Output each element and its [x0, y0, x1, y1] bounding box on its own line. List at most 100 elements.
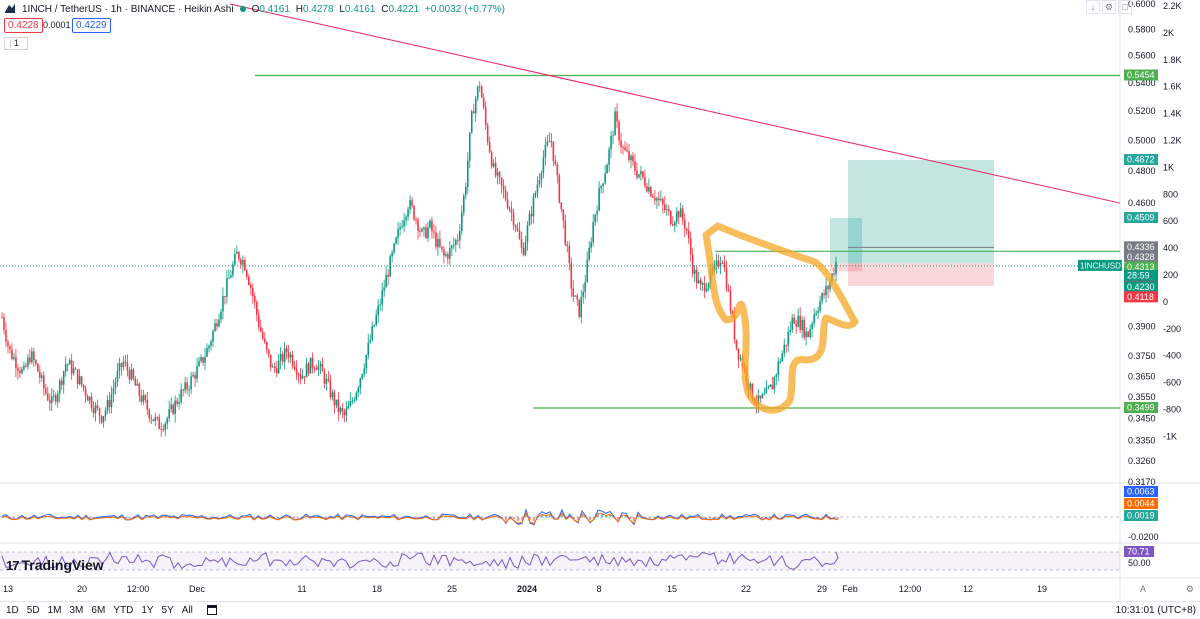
candle-body: [106, 400, 109, 411]
macd-pane: 0.0063 0.0044 0.0019 -0.0200: [0, 486, 1159, 542]
macd-histogram-bar: [709, 517, 711, 519]
range-ytd[interactable]: YTD: [113, 605, 134, 616]
candle-body: [785, 344, 788, 346]
price-tick-label: 0.3750: [1128, 351, 1156, 361]
target-zone: [830, 218, 862, 264]
price-tick-label: 0.3900: [1128, 322, 1156, 332]
range-3m[interactable]: 3M: [69, 605, 84, 616]
macd-histogram-bar: [73, 517, 75, 519]
range-1m[interactable]: 1M: [47, 605, 62, 616]
ohlc-values: O0.4161 H0.4278 L0.4161 C0.4221 +0.0032 …: [251, 3, 505, 15]
candle-body: [733, 314, 736, 340]
candle-body: [387, 274, 389, 277]
candle-body: [7, 341, 9, 347]
auto-scale-toggle[interactable]: A: [1140, 584, 1147, 594]
candle-body: [337, 399, 340, 413]
price-tick-label: 0.6000: [1128, 0, 1156, 9]
macd-histogram-bar: [397, 517, 399, 519]
candle-body: [514, 225, 517, 228]
bottom-toolbar: 1D 5D 1M 3M 6M YTD 1Y 5Y All 10:31:01 (UTC+8): [0, 601, 1200, 619]
candle-body: [371, 326, 374, 340]
market-status-dot: [239, 6, 246, 12]
price-label-text: 0.4872: [1127, 155, 1155, 165]
candle-body: [460, 212, 463, 232]
candle-body: [803, 319, 805, 338]
price-label-tag: [1124, 281, 1158, 293]
macd-histogram-bar: [25, 517, 27, 519]
volume-tick-label: -200: [1163, 324, 1181, 334]
candle-body: [331, 392, 334, 397]
candle-body: [751, 383, 754, 400]
macd-histogram-bar: [13, 517, 15, 519]
arrow-down-icon[interactable]: ↓: [1086, 0, 1100, 14]
candle-body: [263, 338, 266, 343]
candle-body: [144, 395, 147, 400]
range-5d[interactable]: 5D: [26, 605, 40, 616]
top-right-controls: ↓ ⚙ □: [1086, 0, 1132, 14]
time-tick-label: 25: [447, 584, 457, 594]
candle-body: [29, 357, 31, 363]
candle-body: [248, 276, 250, 285]
candle-body: [775, 374, 778, 377]
candle-body: [823, 293, 825, 296]
price-tick-label: 0.3550: [1128, 392, 1156, 402]
range-all[interactable]: All: [181, 605, 193, 616]
candle-body: [409, 200, 411, 210]
candle-body: [379, 304, 381, 306]
sell-price-button[interactable]: 0.4228: [4, 18, 43, 33]
candle-body: [240, 259, 242, 265]
range-1y[interactable]: 1Y: [141, 605, 154, 616]
settings-gear-icon[interactable]: ⚙: [1185, 584, 1194, 594]
candle-body: [216, 323, 218, 327]
candle-body: [393, 243, 395, 253]
candle-body: [769, 384, 772, 387]
macd-histogram-bar: [545, 515, 547, 518]
candle-body: [192, 375, 194, 377]
candle-body: [273, 366, 276, 369]
candle-body: [297, 374, 300, 376]
price-label-text: 0.4313: [1127, 262, 1155, 272]
candle-body: [122, 361, 125, 368]
candle-body: [92, 408, 95, 414]
candle-body: [228, 277, 230, 279]
candle-body: [435, 232, 437, 248]
macd-histogram-bar: [741, 516, 743, 518]
candle-body: [182, 389, 184, 391]
candle-body: [675, 211, 678, 223]
macd-tick-label: -0.0200: [1128, 532, 1159, 542]
candle-body: [319, 363, 322, 367]
candle-body: [606, 164, 608, 174]
quantity-field[interactable]: 1: [4, 37, 28, 50]
macd-histogram-bar: [549, 514, 551, 518]
time-tick-label: 18: [372, 584, 382, 594]
range-1d[interactable]: 1D: [6, 605, 19, 616]
settings-icon[interactable]: ⚙: [1102, 0, 1116, 14]
macd-histogram-bar: [413, 517, 415, 519]
symbol-title[interactable]: 1INCH / TetherUS · 1h · BINANCE · Heikin…: [22, 3, 234, 15]
range-6m[interactable]: 6M: [91, 605, 106, 616]
candle-body: [130, 369, 133, 380]
calendar-icon[interactable]: [206, 605, 217, 615]
candle-body: [246, 270, 248, 277]
macd-histogram-bar: [645, 517, 647, 519]
candle-body: [353, 399, 356, 401]
candle-body: [265, 342, 268, 350]
buy-price-button[interactable]: 0.4229: [72, 18, 111, 33]
candle-body: [289, 354, 292, 358]
macd-histogram-bar: [837, 517, 839, 519]
candle-body: [349, 400, 352, 407]
candle-body: [765, 387, 768, 394]
macd-histogram-bar: [629, 517, 631, 519]
fullscreen-icon[interactable]: □: [1118, 0, 1132, 14]
candle-body: [42, 375, 45, 389]
level-label-tag: [1124, 69, 1158, 81]
candle-body: [313, 368, 316, 370]
candle-body: [632, 155, 634, 162]
range-5y[interactable]: 5Y: [161, 605, 174, 616]
candle-body: [355, 392, 358, 400]
candle-body: [735, 339, 738, 349]
candle-body: [361, 374, 364, 379]
candle-body: [490, 152, 493, 167]
macd-histogram-bar: [529, 517, 531, 521]
